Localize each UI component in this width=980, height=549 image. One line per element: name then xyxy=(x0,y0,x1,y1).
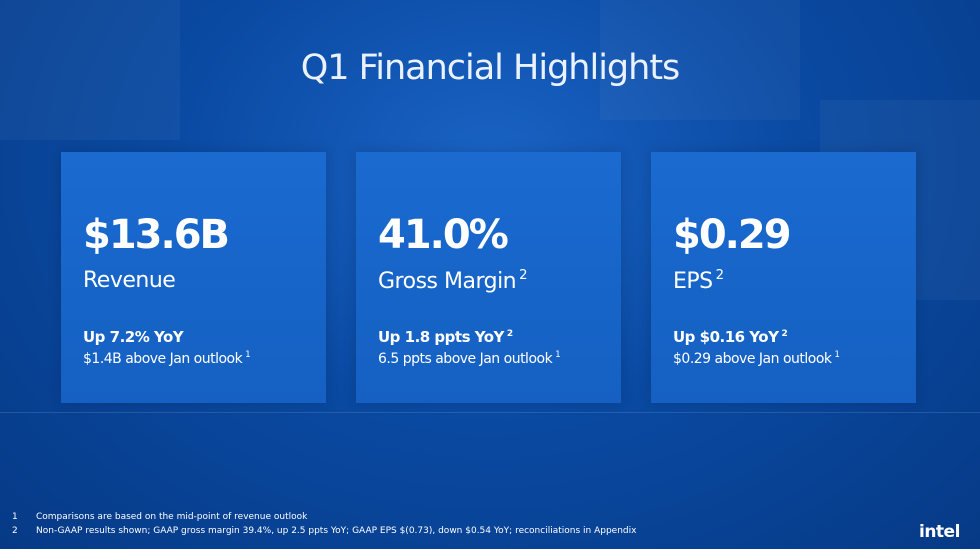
card: $0.29 EPS 2 Up $0.16 YoY 2 $0.29 above Jan… xyxy=(651,152,916,403)
footnote-ref: 1 xyxy=(834,349,840,359)
change-text: Up 1.8 ppts YoY xyxy=(378,328,504,346)
bg-square xyxy=(0,0,180,140)
card-outlook: $1.4B above Jan outlook 1 xyxy=(83,349,251,367)
card-value: $13.6B xyxy=(83,212,230,258)
footnote-ref: 2 xyxy=(781,328,788,339)
card-change: Up $0.16 YoY 2 xyxy=(673,328,788,346)
footnote-ref: 2 xyxy=(715,268,724,283)
outlook-text: 6.5 ppts above Jan outlook xyxy=(378,350,553,367)
card-outlook: 6.5 ppts above Jan outlook 1 xyxy=(378,349,561,367)
outlook-text: $0.29 above Jan outlook xyxy=(673,350,832,367)
card: 41.0% Gross Margin 2 Up 1.8 ppts YoY 2 6.5… xyxy=(356,152,621,403)
logo: intel xyxy=(919,522,960,542)
footnote-text: Comparisons are based on the mid-point o… xyxy=(36,512,308,522)
card-value: 41.0% xyxy=(378,212,509,258)
change-text: Up $0.16 YoY xyxy=(673,328,779,346)
card-outlook: $0.29 above Jan outlook 1 xyxy=(673,349,840,367)
footnote-ref: 1 xyxy=(555,349,561,359)
title: Q1 Financial Highlights xyxy=(300,48,681,88)
outlook-text: $1.4B above Jan outlook xyxy=(83,350,243,367)
footnote: 2 Non-GAAP results shown; GAAP gross marg… xyxy=(12,524,636,538)
footnote-ref: 2 xyxy=(519,268,528,283)
change-text: Up 7.2% YoY xyxy=(83,328,184,346)
footnote-text: Non-GAAP results shown; GAAP gross margi… xyxy=(36,526,637,536)
footnote-ref: 1 xyxy=(245,349,251,359)
label-text: EPS xyxy=(673,269,713,295)
footnote-number: 1 xyxy=(12,512,18,522)
footnote: 1 Comparisons are based on the mid-point … xyxy=(12,510,636,524)
card-label: Gross Margin 2 xyxy=(378,268,528,295)
card: $13.6B Revenue Up 7.2% YoY $1.4B above J… xyxy=(61,152,326,403)
label-text: Revenue xyxy=(83,268,176,293)
divider xyxy=(0,412,980,413)
footnote-ref: 2 xyxy=(506,328,513,339)
card-change: Up 1.8 ppts YoY 2 xyxy=(378,328,513,346)
card-label: Revenue xyxy=(83,268,176,293)
footnotes: 1 Comparisons are based on the mid-point … xyxy=(12,510,636,538)
card-value: $0.29 xyxy=(673,212,792,258)
footnote-number: 2 xyxy=(12,526,18,536)
card-change: Up 7.2% YoY xyxy=(83,328,184,346)
label-text: Gross Margin xyxy=(378,269,517,295)
card-label: EPS 2 xyxy=(673,268,724,294)
bg-square xyxy=(600,0,800,120)
